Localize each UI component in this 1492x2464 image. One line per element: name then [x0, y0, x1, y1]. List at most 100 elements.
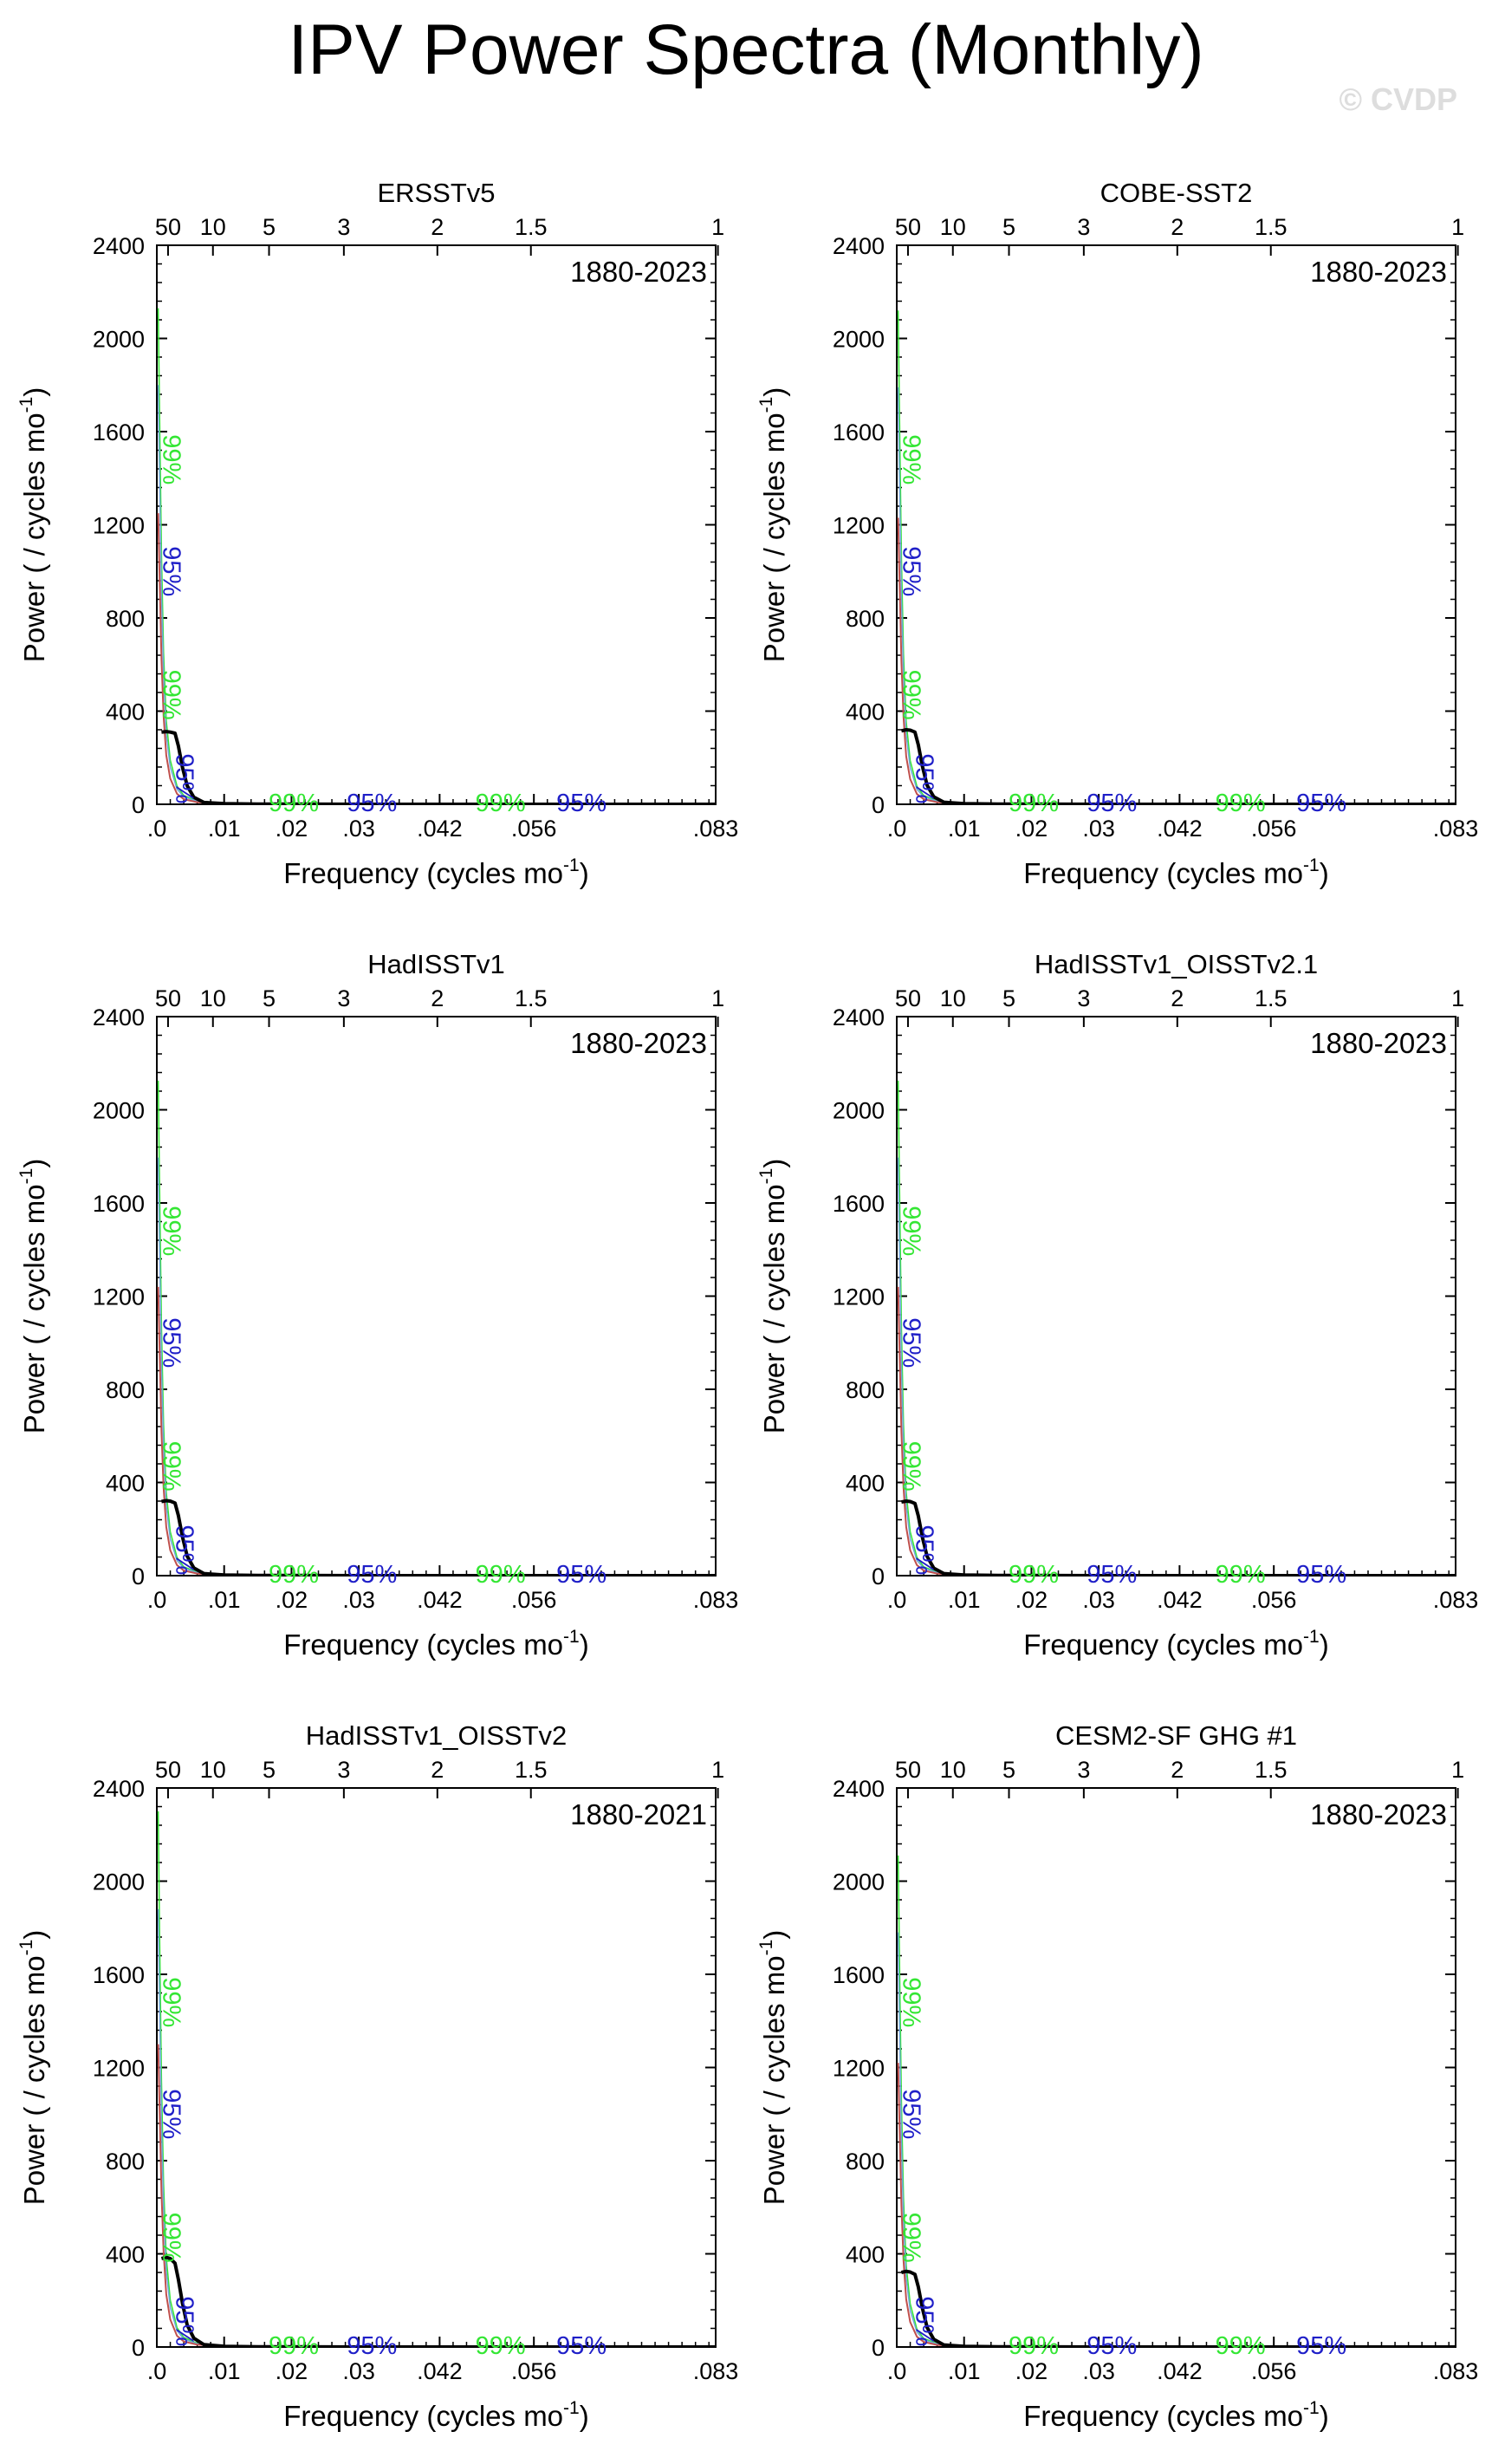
ci-label-ci-95: 95% — [347, 2332, 397, 2360]
y-tick-label: 1600 — [833, 1962, 885, 1988]
top-tick-label: 3 — [1077, 985, 1090, 1011]
series-red-noise — [897, 1286, 1456, 1576]
y-tick-label: 2400 — [93, 1004, 145, 1030]
ci-label-ci-99: 99% — [1009, 2332, 1059, 2360]
top-tick-label: 5 — [1002, 985, 1015, 1011]
panel-title: HadISSTv1_OISSTv2.1 — [1035, 949, 1318, 979]
period-label: 1880-2023 — [1310, 1798, 1447, 1830]
ci-label-ci-95: 95% — [158, 2089, 185, 2139]
top-tick-label: 2 — [1171, 214, 1184, 240]
y-tick-label: 800 — [106, 606, 145, 632]
period-label: 1880-2021 — [570, 1798, 707, 1830]
top-tick-label: 1 — [711, 214, 724, 240]
y-tick-label: 1600 — [93, 1962, 145, 1988]
series-spectrum — [900, 2269, 1456, 2347]
ci-label-ci-99: 99% — [1009, 790, 1059, 817]
x-tick-label: .083 — [693, 2358, 739, 2384]
y-tick-label: 2400 — [833, 233, 885, 259]
ci-label-ci-99: 99% — [898, 434, 925, 484]
x-tick-label: .056 — [511, 2358, 557, 2384]
top-tick-label: 2 — [1171, 1757, 1184, 1783]
y-tick-label: 400 — [106, 699, 145, 725]
y-tick-label: 0 — [132, 1564, 145, 1590]
ci-label-ci-99: 99% — [158, 434, 185, 484]
x-tick-label: .083 — [693, 1587, 739, 1613]
y-tick-label: 2400 — [833, 1004, 885, 1030]
x-tick-label: .083 — [1433, 2358, 1479, 2384]
ci-label-ci-95: 95% — [171, 1525, 198, 1575]
x-tick-label: .0 — [147, 2358, 167, 2384]
x-tick-label: .02 — [1015, 1587, 1048, 1613]
ci-label-ci-95: 95% — [1296, 790, 1346, 817]
x-tick-label: .03 — [1082, 816, 1115, 842]
y-tick-label: 1200 — [833, 2056, 885, 2082]
series-red-noise — [157, 513, 716, 804]
ci-label-ci-95: 95% — [158, 546, 185, 596]
y-tick-label: 1200 — [833, 1284, 885, 1310]
ci-label-ci-99: 99% — [1216, 2332, 1266, 2360]
x-tick-label: .0 — [887, 816, 907, 842]
x-tick-label: .03 — [342, 1587, 375, 1613]
top-tick-label: 5 — [263, 1757, 276, 1783]
ci-label-ci-99: 99% — [158, 1977, 185, 2027]
y-tick-label: 1600 — [833, 419, 885, 445]
top-tick-label: 50 — [155, 214, 181, 240]
panel-title: ERSSTv5 — [377, 178, 495, 208]
series-ci-99 — [897, 1855, 1456, 2347]
y-tick-label: 800 — [106, 1377, 145, 1403]
ci-label-ci-95: 95% — [898, 2089, 925, 2139]
x-tick-label: .02 — [1015, 2358, 1048, 2384]
ci-label-ci-99: 99% — [898, 1977, 925, 2027]
plot-frame — [896, 1787, 1456, 2348]
x-tick-label: .0 — [887, 1587, 907, 1613]
x-tick-label: .056 — [511, 816, 557, 842]
top-tick-label: 1.5 — [1255, 1757, 1288, 1783]
plot-frame — [896, 1016, 1456, 1577]
series-red-noise — [897, 2063, 1456, 2347]
panel-title: HadISSTv1_OISSTv2 — [306, 1720, 568, 1751]
series-ci-99 — [157, 1811, 716, 2347]
series-spectrum — [161, 730, 716, 804]
x-tick-label: .0 — [147, 816, 167, 842]
x-tick-label: .03 — [342, 816, 375, 842]
ci-label-ci-95: 95% — [1087, 2332, 1137, 2360]
ci-label-ci-95: 95% — [158, 1317, 185, 1368]
y-tick-label: 400 — [846, 699, 885, 725]
ci-label-ci-99: 99% — [898, 670, 925, 720]
y-axis-label: Power ( / cycles mo-1) — [756, 387, 790, 663]
plot-frame — [156, 244, 717, 805]
x-tick-label: .01 — [948, 2358, 981, 2384]
ci-label-ci-99: 99% — [476, 1561, 526, 1589]
top-tick-label: 2 — [431, 985, 444, 1011]
ci-label-ci-95: 95% — [171, 753, 198, 803]
top-tick-label: 3 — [337, 214, 350, 240]
top-tick-label: 10 — [200, 985, 226, 1011]
y-tick-label: 800 — [846, 606, 885, 632]
top-tick-label: 10 — [940, 985, 966, 1011]
y-tick-label: 400 — [106, 2242, 145, 2268]
x-tick-label: .01 — [948, 1587, 981, 1613]
ci-label-ci-95: 95% — [171, 2296, 198, 2346]
x-tick-label: .083 — [1433, 816, 1479, 842]
ci-label-ci-99: 99% — [269, 1561, 319, 1589]
period-label: 1880-2023 — [570, 1027, 707, 1059]
series-spectrum — [901, 1499, 1456, 1576]
y-tick-label: 1200 — [93, 1284, 145, 1310]
series-ci-95 — [157, 1157, 716, 1576]
x-tick-label: .042 — [417, 2358, 463, 2384]
top-tick-label: 3 — [337, 1757, 350, 1783]
series-red-noise — [157, 1286, 716, 1576]
y-tick-label: 0 — [132, 792, 145, 818]
panel-title: HadISSTv1 — [367, 949, 505, 979]
y-tick-label: 1200 — [93, 513, 145, 539]
series-ci-95 — [897, 1157, 1456, 1576]
top-tick-label: 1 — [711, 1757, 724, 1783]
plot-frame — [156, 1016, 717, 1577]
ci-label-ci-99: 99% — [1216, 1561, 1266, 1589]
ci-label-ci-99: 99% — [158, 1206, 185, 1256]
y-tick-label: 0 — [872, 792, 885, 818]
ci-label-ci-95: 95% — [911, 1525, 938, 1575]
panel-title: CESM2-SF GHG #1 — [1055, 1720, 1297, 1751]
series-spectrum — [161, 1499, 716, 1576]
x-tick-label: .02 — [276, 1587, 308, 1613]
